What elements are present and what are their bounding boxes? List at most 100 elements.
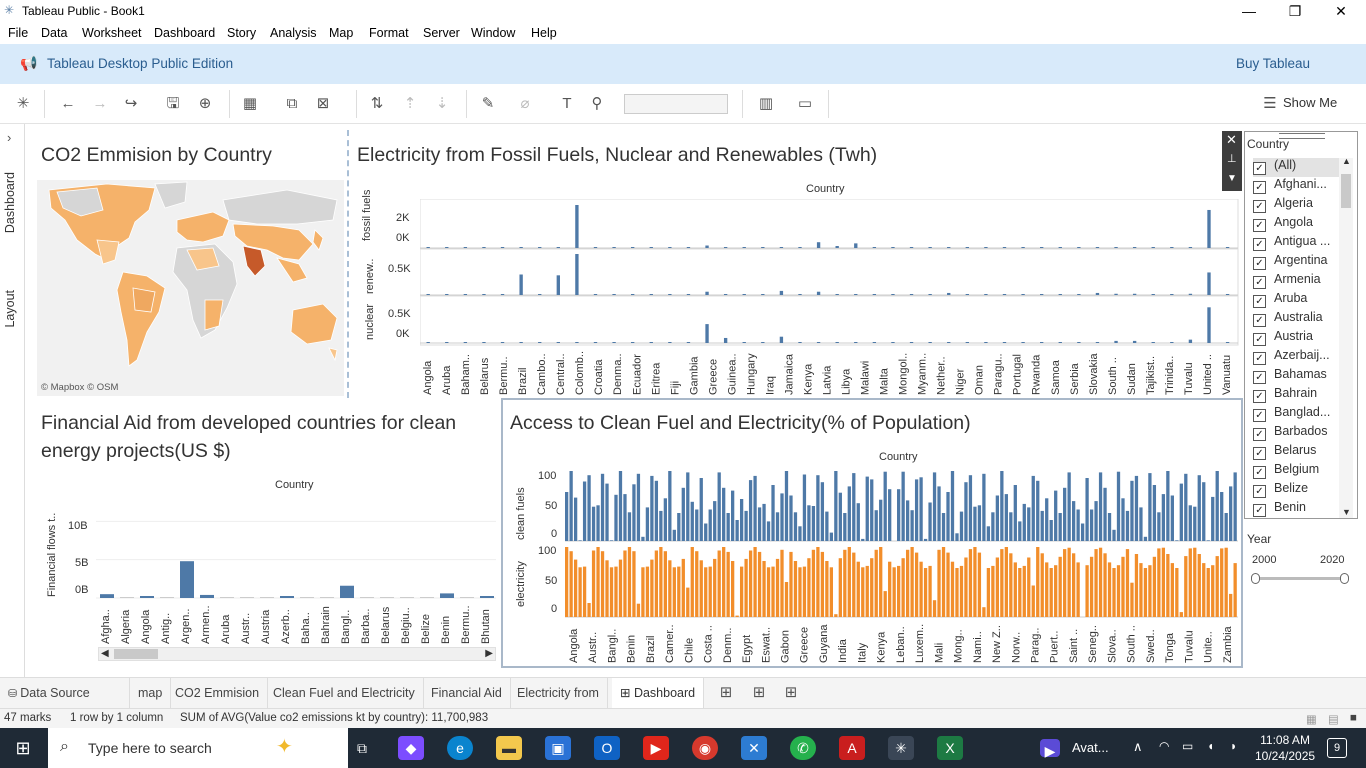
checkbox[interactable]: ✓	[1253, 219, 1266, 232]
list-view-icon[interactable]: ▤	[1328, 714, 1339, 726]
filmstrip-icon[interactable]: ■	[1350, 712, 1357, 724]
system-clock[interactable]: 11:08 AM 10/24/2025	[1255, 732, 1315, 764]
close-icon[interactable]: ✕	[1226, 132, 1237, 147]
filter-item[interactable]: ✓ Barbados	[1253, 424, 1328, 443]
battery-icon[interactable]: ▭	[1182, 739, 1194, 753]
scroll-down-icon[interactable]: ▼	[1342, 507, 1351, 517]
checkbox[interactable]: ✓	[1253, 504, 1266, 517]
fit-dropdown[interactable]	[624, 94, 728, 114]
attach-icon[interactable]: ⌀	[520, 95, 530, 112]
filter-item[interactable]: ✓ Armenia	[1253, 272, 1321, 291]
new-worksheet-icon[interactable]: ▦	[242, 95, 258, 112]
aid-scrollbar[interactable]: ◀ ▶	[98, 647, 496, 661]
menu-analysis[interactable]: Analysis	[270, 26, 317, 40]
checkbox[interactable]: ✓	[1253, 200, 1266, 213]
menu-format[interactable]: Format	[369, 26, 409, 40]
excel-icon[interactable]: X	[937, 736, 963, 760]
aid-chart[interactable]: Afgha.. Algeria Angola Antig.. Argen.. Armen.…	[96, 498, 498, 646]
youtube-icon[interactable]: ▶	[643, 736, 669, 760]
wifi-icon[interactable]: ◠	[1159, 739, 1170, 753]
file-explorer-icon[interactable]: ▬	[496, 736, 522, 760]
menu-dashboard[interactable]: Dashboard	[154, 26, 216, 40]
filter-item[interactable]: ✓ Bahamas	[1253, 367, 1327, 386]
show-me-button[interactable]: Show Me	[1283, 95, 1338, 110]
filter-item[interactable]: ✓ Argentina	[1253, 253, 1328, 272]
tab-map[interactable]: map	[130, 678, 172, 708]
checkbox[interactable]: ✓	[1253, 371, 1266, 384]
drag-handle-icon[interactable]	[1279, 133, 1325, 139]
taskbar-search[interactable]: ⌕ Type here to search ✦	[48, 728, 348, 768]
presentation-mode-icon[interactable]: ▭	[797, 95, 813, 112]
filter-item[interactable]: ✓ Algeria	[1253, 196, 1313, 215]
filter-item[interactable]: ✓ Benin	[1253, 500, 1306, 519]
filter-item[interactable]: ✓ Angola	[1253, 215, 1313, 234]
whatsapp-icon[interactable]: ✆	[790, 736, 816, 760]
new-sheet-icon[interactable]: ⊞	[719, 684, 733, 701]
checkbox[interactable]: ✓	[1253, 295, 1266, 308]
checkbox[interactable]: ✓	[1253, 276, 1266, 289]
volume-icon[interactable]: ◖	[1207, 739, 1215, 753]
tab-electricity[interactable]: Electricity from	[509, 678, 608, 708]
year-slider-max-handle[interactable]	[1340, 573, 1349, 584]
show-labels-icon[interactable]: T	[562, 95, 572, 112]
checkbox[interactable]: ✓	[1253, 314, 1266, 327]
filter-item[interactable]: ✓ (All)	[1253, 158, 1339, 177]
tableau-home-icon[interactable]: ✳	[16, 95, 30, 112]
filter-item[interactable]: ✓ Belize	[1253, 481, 1308, 500]
filter-item[interactable]: ✓ Australia	[1253, 310, 1323, 329]
expand-chevron-icon[interactable]: ›	[7, 130, 12, 145]
new-dashboard-icon[interactable]: ⊞	[752, 684, 766, 701]
electricity-chart[interactable]: Angola Aruba Baham.. Belarus Bermu.. Brazil Ca…	[420, 199, 1240, 397]
maximize-button[interactable]: ❐	[1288, 3, 1302, 19]
checkbox[interactable]: ✓	[1253, 257, 1266, 270]
checkbox[interactable]: ✓	[1253, 162, 1266, 175]
duplicate-icon[interactable]: ⧉	[286, 95, 298, 112]
dashboard-pane-tab[interactable]: Dashboard	[3, 172, 17, 234]
undo-icon[interactable]: ←	[60, 95, 76, 112]
year-slider-track[interactable]	[1254, 577, 1348, 580]
checkbox[interactable]: ✓	[1253, 485, 1266, 498]
tab-co2[interactable]: CO2 Emmision	[167, 678, 269, 708]
filter-item[interactable]: ✓ Belarus	[1253, 443, 1316, 462]
co2-map[interactable]	[37, 180, 344, 396]
pin-icon[interactable]: ⊥	[1227, 153, 1237, 165]
chevron-down-icon[interactable]: ▼	[1227, 173, 1237, 184]
buy-tableau-link[interactable]: Buy Tableau	[1235, 56, 1310, 71]
checkbox[interactable]: ✓	[1253, 333, 1266, 346]
close-button[interactable]: ✕	[1335, 3, 1347, 19]
tab-financial-aid[interactable]: Financial Aid	[423, 678, 511, 708]
outlook-icon[interactable]: O	[594, 736, 620, 760]
menu-story[interactable]: Story	[227, 26, 257, 40]
swap-icon[interactable]: ↪	[124, 95, 138, 112]
filter-item[interactable]: ✓ Belgium	[1253, 462, 1319, 481]
filter-item[interactable]: ✓ Bahrain	[1253, 386, 1317, 405]
scroll-left-icon[interactable]: ◀	[101, 648, 109, 659]
app-icon[interactable]: ✕	[741, 736, 767, 760]
checkbox[interactable]: ✓	[1253, 352, 1266, 365]
task-view-icon[interactable]: ⧉	[357, 740, 367, 756]
copilot-icon[interactable]: ◆	[398, 736, 424, 760]
grid-view-icon[interactable]: ▦	[1306, 714, 1317, 726]
checkbox[interactable]: ✓	[1253, 428, 1266, 441]
checkbox[interactable]: ✓	[1253, 390, 1266, 403]
clean-chart[interactable]: Angola Austr.. Bangl.. Benin Brazil Camer.. Ch…	[565, 467, 1240, 665]
store-icon[interactable]: ▣	[545, 736, 571, 760]
tableau-taskbar-icon[interactable]: ✳	[888, 736, 914, 760]
checkbox[interactable]: ✓	[1253, 181, 1266, 194]
chevron-up-icon[interactable]: ∧	[1133, 739, 1143, 754]
year-slider-min-handle[interactable]	[1251, 573, 1260, 584]
avatar-app-icon[interactable]: ▶	[1040, 739, 1060, 759]
checkbox[interactable]: ✓	[1253, 466, 1266, 479]
scroll-up-icon[interactable]: ▲	[1342, 156, 1351, 166]
filter-scrollbar[interactable]: ▲ ▼	[1339, 156, 1353, 518]
windows-start-icon[interactable]: ⊞	[15, 738, 31, 758]
filter-item[interactable]: ✓ Afghani...	[1253, 177, 1327, 196]
tab-clean-fuel[interactable]: Clean Fuel and Electricity	[265, 678, 424, 708]
scroll-thumb[interactable]	[114, 649, 158, 659]
view-cards-icon[interactable]: ▥	[758, 95, 774, 112]
edge-icon[interactable]: e	[447, 736, 473, 760]
filter-item[interactable]: ✓ Azerbaij...	[1253, 348, 1330, 367]
save-icon[interactable]: 🖫	[166, 95, 180, 112]
filter-item[interactable]: ✓ Banglad...	[1253, 405, 1330, 424]
filter-item[interactable]: ✓ Austria	[1253, 329, 1313, 348]
